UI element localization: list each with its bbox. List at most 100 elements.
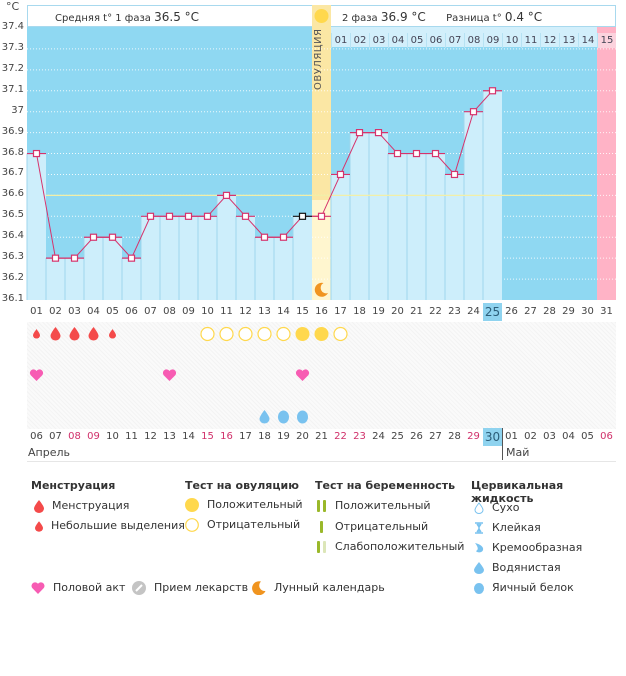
calendar-date[interactable]: 10 bbox=[106, 431, 119, 442]
calendar-date[interactable]: 08 bbox=[68, 431, 81, 442]
x-tick-label: 28 bbox=[543, 306, 556, 317]
watery-fluid-icon[interactable] bbox=[259, 410, 270, 424]
calendar-date[interactable]: 25 bbox=[391, 431, 404, 442]
ovulation-test-negative-icon[interactable] bbox=[238, 326, 253, 342]
calendar-date[interactable]: 11 bbox=[125, 431, 138, 442]
legend-label: Положительный bbox=[207, 498, 303, 511]
temp-point bbox=[89, 233, 98, 241]
legend-fluid-eggwhite: Яичный белок bbox=[474, 581, 574, 594]
cycle-day-number: 06 bbox=[426, 33, 445, 48]
calendar-date[interactable]: 19 bbox=[277, 431, 290, 442]
y-tick-label: 36.1 bbox=[1, 293, 24, 304]
heart-icon[interactable] bbox=[29, 369, 44, 381]
x-tick-label: 01 bbox=[30, 306, 43, 317]
calendar-date[interactable]: 09 bbox=[87, 431, 100, 442]
temp-bar bbox=[350, 132, 369, 300]
ovulation-test-positive-icon[interactable] bbox=[314, 327, 329, 341]
x-tick-label: 08 bbox=[163, 306, 176, 317]
x-tick-label: 18 bbox=[353, 306, 366, 317]
calendar-date[interactable]: 05 bbox=[581, 431, 594, 442]
y-tick-label: 36.9 bbox=[1, 125, 24, 137]
calendar-date[interactable]: 21 bbox=[315, 431, 328, 442]
calendar-date[interactable]: 23 bbox=[353, 431, 366, 442]
cycle-day-number: 13 bbox=[559, 33, 578, 48]
calendar-date[interactable]: 14 bbox=[182, 431, 195, 442]
temp-point bbox=[222, 191, 231, 199]
x-tick-label: 27 bbox=[524, 306, 537, 317]
calendar-date[interactable]: 20 bbox=[296, 431, 309, 442]
legend-fluid-sticky: Клейкая bbox=[474, 521, 541, 534]
x-tick-label: 21 bbox=[410, 306, 423, 317]
temp-bar bbox=[46, 258, 65, 300]
legend-pregnancy-negative: Отрицательный bbox=[317, 520, 428, 533]
temp-point bbox=[127, 254, 136, 262]
calendar-date[interactable]: 15 bbox=[201, 431, 214, 442]
x-tick-label: 05 bbox=[106, 306, 119, 317]
calendar-date[interactable]: 29 bbox=[467, 431, 480, 442]
temp-point bbox=[298, 212, 307, 220]
legend-ovulation-positive: Положительный bbox=[185, 498, 303, 512]
ovulation-test-positive-icon[interactable] bbox=[295, 327, 310, 341]
menstruation-drop-icon[interactable] bbox=[50, 327, 61, 341]
calendar-date[interactable]: 13 bbox=[163, 431, 176, 442]
legend-pregnancy-title: Тест на беременность bbox=[315, 479, 456, 492]
calendar-date[interactable]: 24 bbox=[372, 431, 385, 442]
legend-label: Яичный белок bbox=[492, 581, 574, 594]
heart-icon[interactable] bbox=[295, 369, 310, 381]
calendar-date[interactable]: 04 bbox=[562, 431, 575, 442]
calendar-date[interactable]: 06 bbox=[600, 431, 613, 442]
calendar-date[interactable]: 12 bbox=[144, 431, 157, 442]
eggwhite-fluid-icon[interactable] bbox=[297, 410, 308, 424]
legend-label: Половой акт bbox=[53, 581, 126, 594]
ovulation-test-negative-icon[interactable] bbox=[276, 326, 291, 342]
month-april: Апрель bbox=[28, 446, 70, 459]
cycle-day-number: 09 bbox=[483, 33, 502, 48]
x-tick-label: 13 bbox=[258, 306, 271, 317]
ovulation-test-negative-icon[interactable] bbox=[219, 326, 234, 342]
calendar-date[interactable]: 22 bbox=[334, 431, 347, 442]
menstruation-drop-icon[interactable] bbox=[88, 327, 99, 341]
heart-icon bbox=[31, 582, 45, 594]
x-tick-label: 02 bbox=[49, 306, 62, 317]
phase2-average: 2 фаза 36.9 °C Разница t° 0.4 °C bbox=[342, 10, 542, 24]
temp-point bbox=[51, 254, 60, 262]
cycle-day-number: 01 bbox=[331, 33, 350, 48]
calendar-date[interactable]: 26 bbox=[410, 431, 423, 442]
y-tick-label: 37.4 bbox=[1, 21, 24, 32]
calendar-date[interactable]: 02 bbox=[524, 431, 537, 442]
heart-icon[interactable] bbox=[162, 369, 177, 381]
calendar-date[interactable]: 18 bbox=[258, 431, 271, 442]
calendar-date[interactable]: 27 bbox=[429, 431, 442, 442]
spotting-drop-icon[interactable] bbox=[109, 329, 116, 339]
calendar-date[interactable]: 17 bbox=[239, 431, 252, 442]
ovulation-test-negative-icon[interactable] bbox=[257, 326, 272, 342]
y-tick-label: 36.2 bbox=[1, 272, 24, 284]
temp-point bbox=[203, 212, 212, 220]
diff-label: Разница t° bbox=[446, 13, 502, 24]
calendar-date[interactable]: 01 bbox=[505, 431, 518, 442]
x-tick-label: 19 bbox=[372, 306, 385, 317]
eggwhite-fluid-icon[interactable] bbox=[278, 410, 289, 424]
dry-drop-icon bbox=[474, 502, 484, 514]
ovulation-test-negative-icon[interactable] bbox=[200, 326, 215, 342]
ovulation-label: ОВУЛЯЦИЯ bbox=[313, 28, 324, 91]
x-tick-label: 14 bbox=[277, 306, 290, 317]
menstruation-drop-icon[interactable] bbox=[69, 327, 80, 341]
x-tick-label: 06 bbox=[125, 306, 138, 317]
ovulation-test-negative-icon[interactable] bbox=[333, 326, 348, 342]
cycle-day-number: 11 bbox=[521, 33, 540, 48]
calendar-date[interactable]: 07 bbox=[49, 431, 62, 442]
temp-bar bbox=[464, 111, 483, 300]
x-tick-label: 23 bbox=[448, 306, 461, 317]
calendar-date[interactable]: 28 bbox=[448, 431, 461, 442]
spotting-drop-icon[interactable] bbox=[33, 329, 40, 339]
calendar-date[interactable]: 16 bbox=[220, 431, 233, 442]
calendar-date[interactable]: 06 bbox=[30, 431, 43, 442]
y-tick-label: 36.6 bbox=[1, 188, 24, 200]
legend-label: Небольшие выделения bbox=[51, 519, 185, 532]
calendar-date[interactable]: 03 bbox=[543, 431, 556, 442]
y-tick-label: 36.8 bbox=[1, 146, 24, 158]
calendar-date-today[interactable]: 30 bbox=[483, 428, 502, 446]
temp-bar bbox=[274, 237, 293, 300]
cycle-day-number: 07 bbox=[445, 33, 464, 48]
